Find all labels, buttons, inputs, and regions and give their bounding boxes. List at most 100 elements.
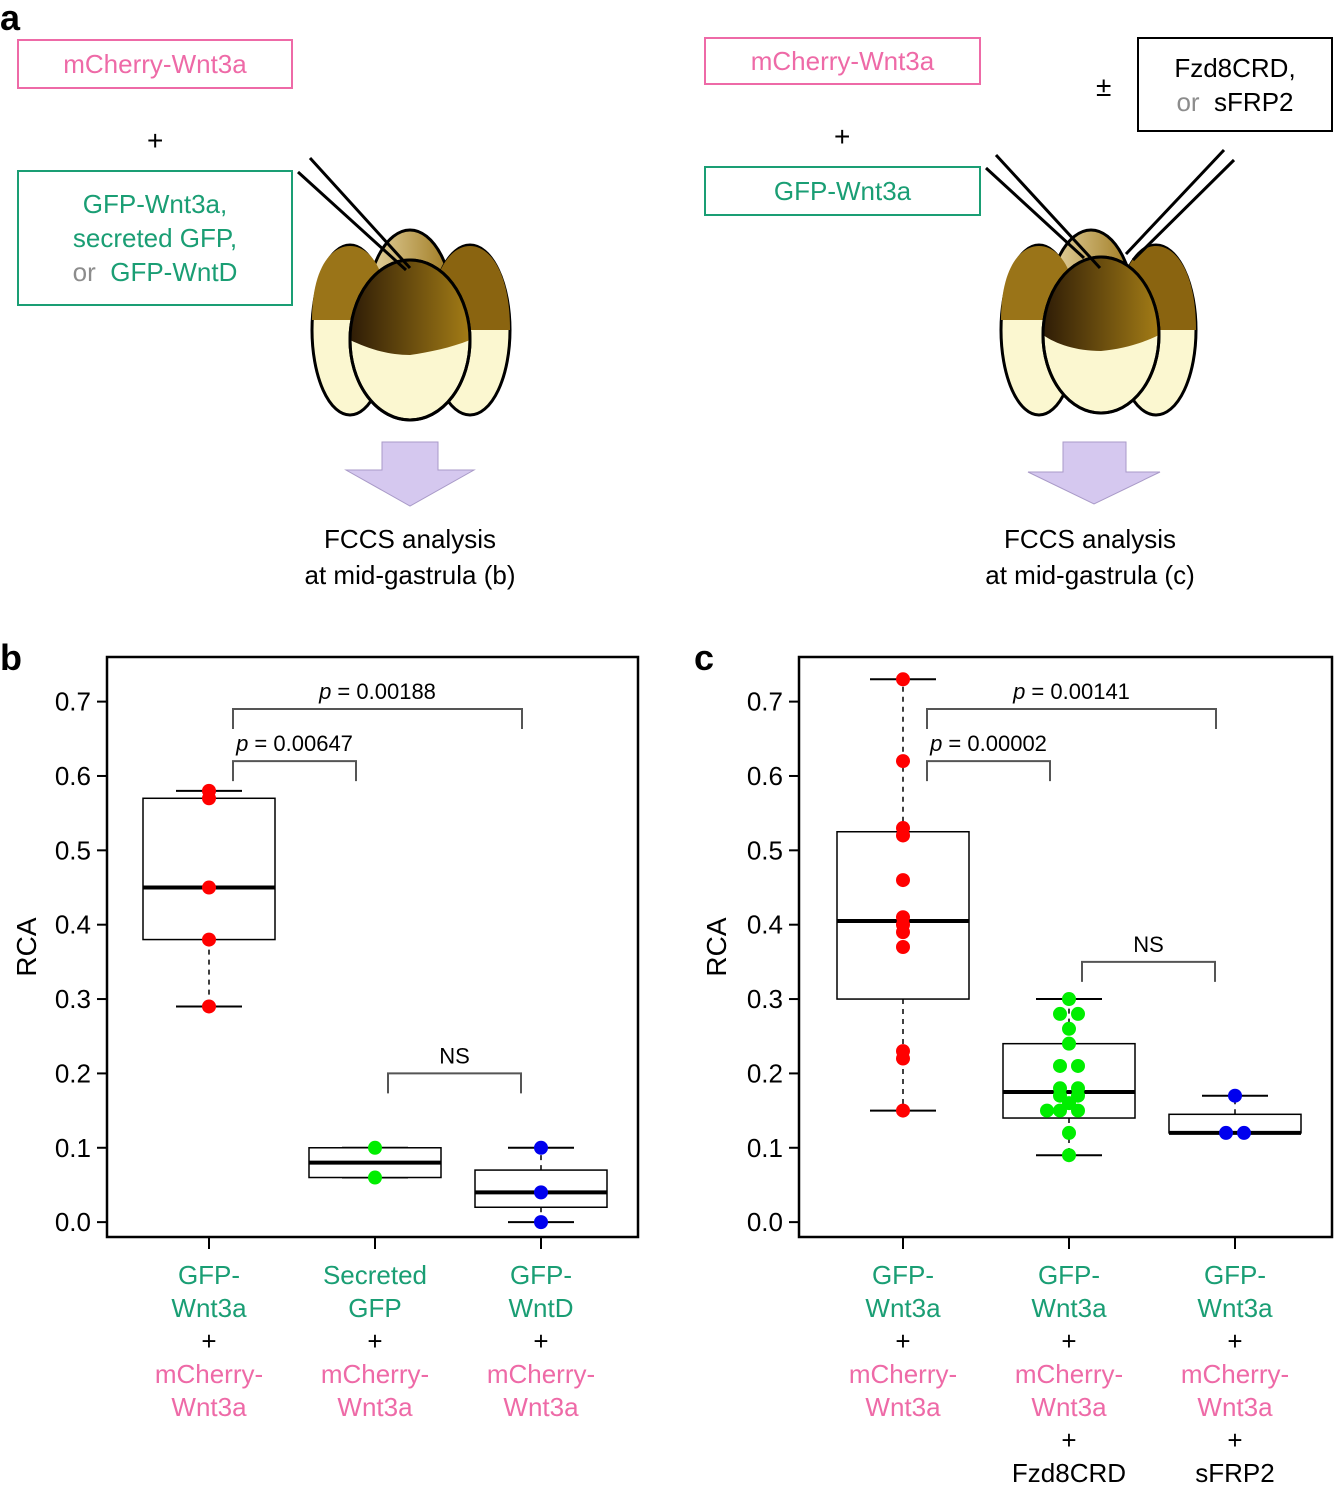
chart-b-ytick-label: 0.3	[55, 984, 91, 1014]
chart-c-ytick-label: 0.2	[747, 1058, 783, 1088]
left-green-line3: GFP-WntD	[110, 257, 238, 287]
chart-c-point-group2	[1053, 1058, 1067, 1073]
chart-b-box-1	[142, 797, 276, 941]
chart-b-point-group3	[534, 1140, 548, 1155]
chart-b-plot-frame	[105, 655, 640, 1239]
chart-c-ytick-label: 0.4	[747, 910, 783, 940]
chart-c-point-group2	[1071, 1103, 1085, 1118]
chart-b-xlabel-pink-line: Wnt3a	[337, 1392, 413, 1422]
right-embryo-front-pigment	[1043, 257, 1159, 351]
chart-c-point-group3	[1237, 1125, 1251, 1140]
chart-c-xlabel-plus: +	[1061, 1326, 1077, 1356]
chart-b-xlabel-group3: GFP- WntD + mCherry- Wnt3a	[451, 1259, 631, 1424]
chart-c-xlabel-pink-line: mCherry-	[1014, 1359, 1124, 1389]
chart-c-xlabel-group1: GFP- Wnt3a + mCherry- Wnt3a	[813, 1259, 993, 1424]
chart-c-ytick-label: 0.5	[747, 835, 783, 865]
chart-b-comparison-label: p = 0.00188	[318, 679, 436, 704]
right-or-word: or	[1176, 86, 1200, 117]
chart-b-ytick-label: 0.5	[55, 835, 91, 865]
chart-c-comparison-label: NS	[1133, 932, 1164, 957]
chart-c-point-group2	[1053, 1006, 1067, 1021]
chart-c-point-group2	[1062, 1021, 1076, 1036]
chart-b-comparison-label: p = 0.00647	[235, 731, 353, 756]
chart-b-comparison-label: NS	[439, 1043, 470, 1068]
chart-c-ylabel: RCA	[701, 917, 732, 976]
left-analysis-text: FCCS analysis at mid-gastrula (b)	[250, 521, 570, 593]
chart-c-point-group2	[1062, 1125, 1076, 1140]
chart-b-xlabel-pink-line: mCherry-	[320, 1359, 430, 1389]
chart-c-xlabel-pink-line: Wnt3a	[1031, 1392, 1107, 1422]
chart-c-xlabel-green-line: GFP-	[1037, 1260, 1101, 1290]
left-green-line1: GFP-Wnt3a,	[82, 189, 228, 219]
chart-c-xlabel-group2: GFP- Wnt3a + mCherry- Wnt3a + Fzd8CRD	[979, 1259, 1159, 1490]
chart-b-ytick-label: 0.0	[55, 1207, 91, 1237]
chart-c-point-group1	[896, 925, 910, 940]
chart-b-comparison-bracket	[232, 760, 357, 782]
right-green-label: GFP-Wnt3a	[773, 176, 912, 206]
chart-c-xlabel-plus: +	[895, 1326, 911, 1356]
chart-b-box-3	[474, 1169, 608, 1209]
chart-c-point-group2	[1071, 1006, 1085, 1021]
chart-b-xlabel-green-line: GFP-	[509, 1260, 573, 1290]
chart-c-point-group3	[1219, 1125, 1233, 1140]
left-plus: +	[147, 125, 164, 156]
chart-c-box-3	[1168, 1113, 1302, 1134]
chart-b-point-group2	[368, 1170, 382, 1185]
right-mcherry-label: mCherry-Wnt3a	[750, 46, 935, 76]
panel-letter-b: b	[0, 637, 22, 678]
right-inhibitor-line2: sFRP2	[1214, 86, 1294, 117]
right-inhibitor-line1: Fzd8CRD,	[1174, 52, 1296, 83]
right-green-box: GFP-Wnt3a	[704, 166, 981, 216]
chart-b-point-group3	[534, 1215, 548, 1230]
chart-c-plot-frame	[797, 655, 1334, 1239]
chart-c-point-group2	[1071, 1058, 1085, 1073]
chart-b-xlabel-green-line: Wnt3a	[171, 1293, 247, 1323]
right-analysis-line2: at mid-gastrula (c)	[985, 560, 1195, 590]
chart-b-ytick-label: 0.4	[55, 910, 91, 940]
chart-c-ytick-label: 0.0	[747, 1207, 783, 1237]
chart-b-xlabel-plus: +	[367, 1326, 383, 1356]
left-injection-needle	[308, 156, 412, 270]
chart-c-ytick-label: 0.6	[747, 761, 783, 791]
chart-c-point-group1	[896, 672, 910, 687]
chart-c-xlabel-pink-line: Wnt3a	[1197, 1392, 1273, 1422]
chart-c-xlabel-extra-line: Fzd8CRD	[1011, 1458, 1127, 1488]
chart-c-xlabel-green-line: Wnt3a	[1197, 1293, 1273, 1323]
chart-c-point-group1	[896, 828, 910, 843]
chart-c-point-group3	[1228, 1088, 1242, 1103]
left-mcherry-label: mCherry-Wnt3a	[63, 49, 247, 79]
chart-b-xlabel-plus: +	[533, 1326, 549, 1356]
chart-c-point-group1	[896, 754, 910, 769]
chart-c-point-group2	[1062, 992, 1076, 1007]
left-analysis-line1: FCCS analysis	[324, 524, 496, 554]
chart-c-xlabel-group3: GFP- Wnt3a + mCherry- Wnt3a + sFRP2	[1145, 1259, 1325, 1490]
chart-b-comparison-bracket	[387, 1072, 522, 1094]
chart-c-xlabel-pink-line: mCherry-	[1180, 1359, 1290, 1389]
chart-c-xlabel-plus: +	[1227, 1326, 1243, 1356]
panel-letter-c: c	[694, 637, 715, 678]
chart-c-point-group2	[1062, 1036, 1076, 1051]
chart-c-xlabel-green-line: GFP-	[871, 1260, 935, 1290]
right-analysis-text: FCCS analysis at mid-gastrula (c)	[930, 521, 1250, 593]
chart-c-point-group1	[896, 873, 910, 888]
chart-b-xlabel-pink-line: Wnt3a	[171, 1392, 247, 1422]
chart-b-ytick-label: 0.7	[55, 687, 91, 717]
chart-c-point-group1	[896, 940, 910, 954]
chart-b-point-group1	[202, 880, 216, 895]
chart-b-xlabel-pink-line: mCherry-	[154, 1359, 264, 1389]
chart-c-xlabel-green-line: Wnt3a	[865, 1293, 941, 1323]
chart-b-comparison-bracket	[232, 708, 523, 730]
chart-c-comparison-label: p = 0.00002	[929, 731, 1047, 756]
chart-c-point-group1	[896, 1051, 910, 1066]
right-plus-minus: ±	[1096, 71, 1112, 102]
right-plus: +	[834, 121, 851, 152]
chart-c-point-group1	[896, 1103, 910, 1118]
chart-b-point-group3	[534, 1185, 548, 1200]
chart-b-ytick-label: 0.2	[55, 1058, 91, 1088]
left-down-arrow	[344, 441, 476, 507]
chart-c-comparison-bracket	[926, 708, 1217, 730]
chart-panel-c: 0.0 0.1 0.2 0.3 0.4 0.5 0.6 0.7 RCA p = 0.00002 p …	[701, 655, 1334, 1249]
chart-c-ytick-label: 0.3	[747, 984, 783, 1014]
chart-b-point-group1	[202, 999, 216, 1014]
chart-b-xlabel-group2: Secreted GFP + mCherry- Wnt3a	[285, 1259, 465, 1424]
